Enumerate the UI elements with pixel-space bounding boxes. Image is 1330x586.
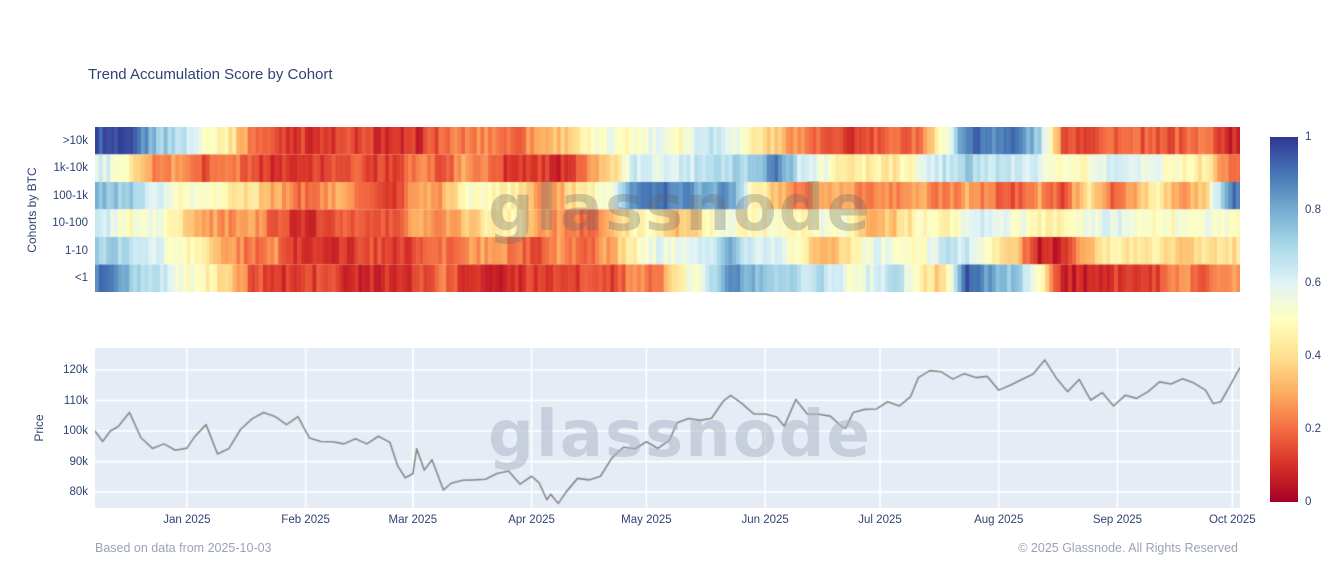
cohort-label: <1 — [74, 272, 88, 285]
colorbar-tick-label: 0 — [1305, 496, 1312, 508]
cohort-label: 10-100 — [52, 217, 88, 230]
price-tick-label: 100k — [63, 425, 88, 438]
price-tick-label: 120k — [63, 363, 88, 376]
date-tick-label: Feb 2025 — [281, 514, 330, 526]
cohort-label: 1-10 — [64, 244, 88, 257]
date-tick-label: Mar 2025 — [388, 514, 438, 526]
cohort-label: 1k-10k — [53, 162, 88, 175]
price-tick-label: 110k — [63, 394, 88, 407]
date-tick-label: Jul 2025 — [858, 514, 902, 526]
date-tick-label: Oct 2025 — [1208, 514, 1256, 526]
price-tick-label: 80k — [69, 486, 88, 499]
colorbar-tick-label: 0.8 — [1305, 204, 1321, 216]
date-tick-label: Sep 2025 — [1092, 514, 1143, 526]
date-tick-label: Jun 2025 — [741, 514, 789, 526]
cohort-label: 100-1k — [52, 189, 88, 202]
date-tick-label: May 2025 — [621, 514, 672, 526]
date-tick-label: Apr 2025 — [508, 514, 555, 526]
date-tick-label: Jan 2025 — [163, 514, 211, 526]
colorbar-gradient — [1270, 137, 1298, 502]
cohort-heatmap[interactable] — [95, 127, 1240, 292]
data-source-note: Based on data from 2025-10-03 — [95, 541, 272, 555]
cohort-label: >10k — [62, 134, 88, 147]
colorbar-tick-label: 0.2 — [1305, 423, 1321, 435]
colorbar-tick-label: 0.4 — [1305, 350, 1321, 362]
price-line-chart[interactable] — [95, 348, 1240, 508]
page-title: Trend Accumulation Score by Cohort — [88, 66, 333, 83]
copyright-note: © 2025 Glassnode. All Rights Reserved — [1018, 541, 1238, 555]
colorbar-tick-label: 1 — [1305, 131, 1312, 143]
colorbar-tick-label: 0.6 — [1305, 277, 1321, 289]
date-tick-label: Aug 2025 — [974, 514, 1024, 526]
price-tick-label: 90k — [69, 455, 88, 468]
